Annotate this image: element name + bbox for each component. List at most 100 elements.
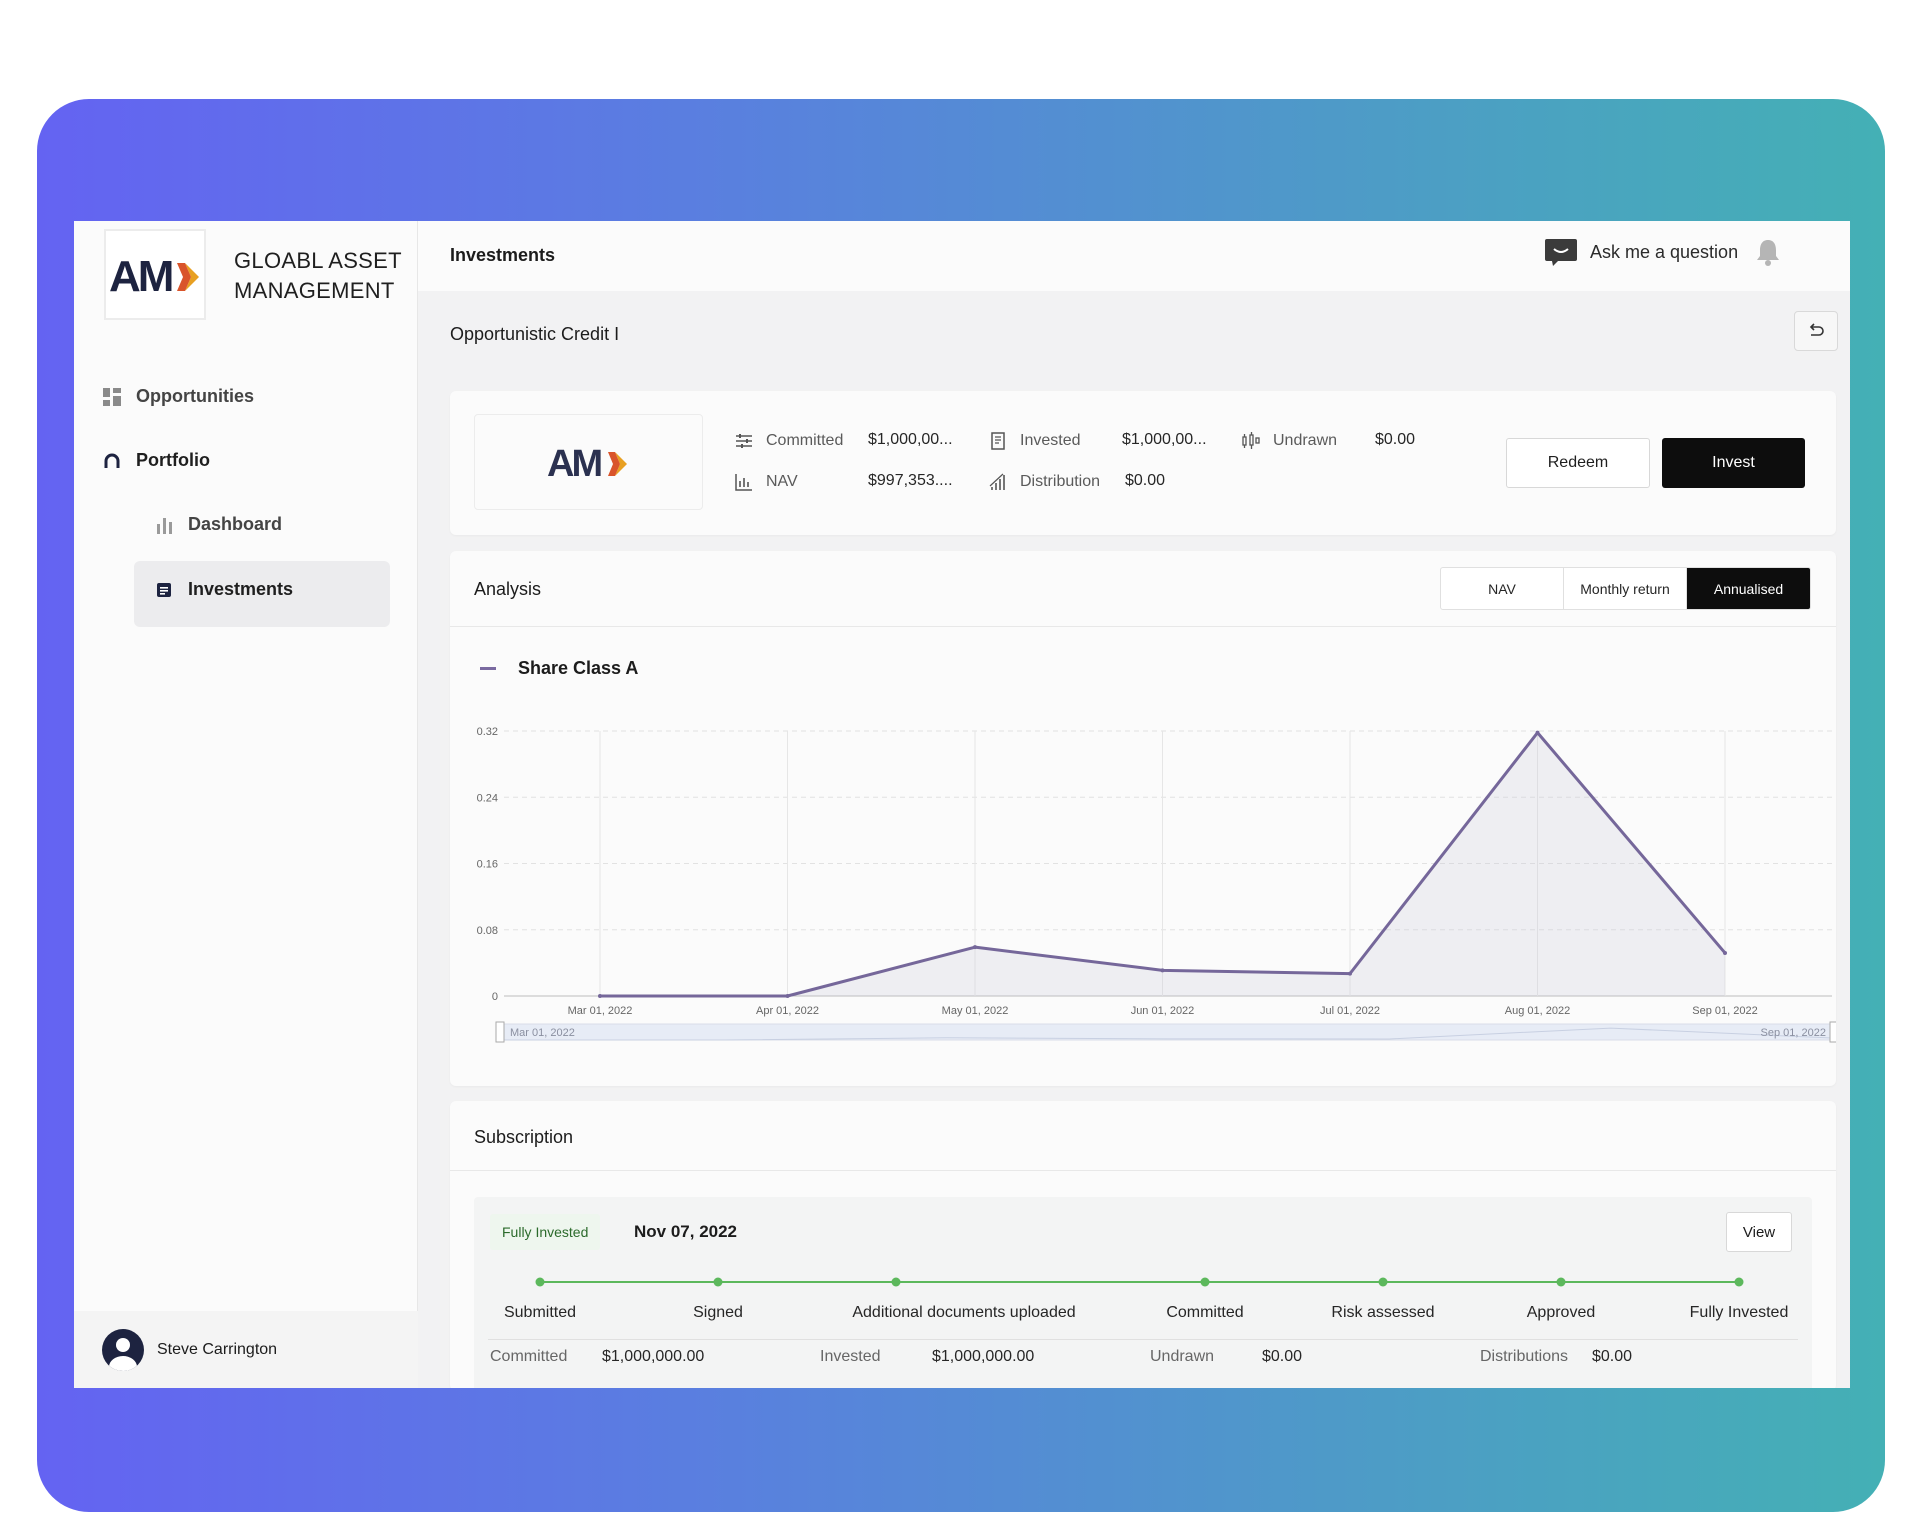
range-handle-left[interactable] [495, 1021, 505, 1043]
step-dot [1556, 1277, 1566, 1287]
range-handle-right[interactable] [1829, 1021, 1836, 1043]
subscription-title: Subscription [474, 1127, 574, 1147]
step-label: Additional documents uploaded [852, 1304, 1076, 1321]
tab-annualised[interactable]: Annualised [1687, 568, 1810, 609]
step-label: Fully Invested [1689, 1304, 1789, 1321]
data-point[interactable] [785, 994, 790, 998]
view-button[interactable]: View [1726, 1212, 1792, 1252]
document-icon [988, 431, 1008, 451]
summary-label: Distributions [1480, 1348, 1569, 1365]
step-dot [535, 1277, 545, 1287]
data-point[interactable] [1348, 971, 1352, 976]
x-tick-label: May 01, 2022 [942, 1005, 1009, 1017]
step-label: Signed [693, 1304, 743, 1321]
analysis-title: Analysis [474, 579, 542, 599]
user-profile[interactable]: Steve Carrington [74, 1311, 418, 1388]
y-tick-label: 0.32 [477, 726, 498, 738]
sliders-icon [734, 431, 754, 451]
progress-stepper [535, 1277, 1744, 1287]
x-tick-label: Jun 01, 2022 [1131, 1005, 1195, 1017]
step-dot [1734, 1277, 1744, 1287]
back-button[interactable] [1794, 311, 1838, 351]
active-nav-highlight [134, 561, 390, 627]
sidebar-item-investments[interactable]: Investments [154, 579, 293, 600]
x-tick-label: Apr 01, 2022 [756, 1005, 819, 1017]
bar-chart-icon [734, 472, 754, 492]
grid-icon [102, 387, 122, 407]
analysis-header: Analysis NAV Monthly return Annualised [450, 551, 1836, 627]
portfolio-icon [102, 451, 122, 471]
fund-logo: AM [474, 414, 703, 510]
ask-question-button[interactable]: Ask me a question [1544, 237, 1780, 267]
data-point[interactable] [598, 994, 602, 998]
step-dot [1378, 1277, 1388, 1287]
tab-monthly-return[interactable]: Monthly return [1564, 568, 1687, 609]
series-area [600, 732, 1725, 996]
divider [488, 1339, 1798, 1340]
stat-undrawn: Undrawn [1241, 431, 1337, 451]
step-label: Committed [1166, 1304, 1244, 1321]
subscription-entry: Fully Invested Nov 07, 2022 View Submitt… [474, 1197, 1812, 1388]
step-dot [713, 1277, 723, 1287]
status-badge: Fully Invested [490, 1214, 601, 1250]
sidebar-item-portfolio[interactable]: Portfolio [102, 450, 210, 471]
x-tick-label: Sep 01, 2022 [1692, 1005, 1757, 1017]
y-tick-label: 0.08 [477, 925, 498, 937]
fund-summary-card: AM Committed $1,000,00... Invested $1,00… [450, 391, 1836, 535]
app-window: AM GLOABL ASSET MANAGEMENT Opportunities… [74, 221, 1850, 1388]
stat-undrawn-value: $0.00 [1375, 431, 1416, 448]
summary-label: Invested [820, 1348, 881, 1365]
sidebar-item-dashboard[interactable]: Dashboard [154, 514, 282, 535]
sidebar-item-opportunities[interactable]: Opportunities [102, 386, 254, 407]
list-document-icon [154, 580, 174, 600]
subscription-card: Subscription Fully Invested Nov 07, 2022… [450, 1101, 1836, 1388]
y-tick-label: 0 [492, 991, 498, 1003]
step-label: Approved [1526, 1304, 1596, 1321]
x-tick-label: Aug 01, 2022 [1505, 1005, 1570, 1017]
redeem-button[interactable]: Redeem [1506, 438, 1650, 488]
invest-button[interactable]: Invest [1662, 438, 1805, 488]
range-slider-track[interactable] [499, 1023, 1833, 1041]
data-point[interactable] [973, 945, 977, 950]
stat-committed: Committed [734, 431, 843, 451]
summary-value: $1,000,000.00 [932, 1348, 1035, 1365]
svg-text:AM: AM [109, 252, 172, 299]
fund-title: Opportunistic Credit I [450, 324, 620, 344]
stat-distribution: Distribution [988, 472, 1100, 492]
y-tick-label: 0.24 [477, 792, 498, 804]
sidebar: AM GLOABL ASSET MANAGEMENT Opportunities… [74, 221, 418, 1388]
x-tick-label: Jul 01, 2022 [1320, 1005, 1380, 1017]
data-point[interactable] [1160, 968, 1165, 973]
brand-name: GLOABL ASSET MANAGEMENT [234, 248, 402, 303]
step-dot [1200, 1277, 1210, 1287]
summary-value: $1,000,000.00 [602, 1348, 705, 1365]
summary-label: Undrawn [1150, 1348, 1215, 1365]
bell-icon[interactable] [1756, 238, 1780, 266]
candlestick-icon [1241, 431, 1261, 451]
subscription-date: Nov 07, 2022 [634, 1222, 738, 1241]
bar-chart-icon [154, 515, 174, 535]
stat-nav: NAV [734, 472, 798, 492]
undo-arrow-icon [1807, 323, 1825, 339]
tab-nav[interactable]: NAV [1441, 568, 1564, 609]
range-start-label: Mar 01, 2022 [510, 1027, 575, 1039]
x-tick-label: Mar 01, 2022 [568, 1005, 633, 1017]
range-slider-preview [504, 1027, 1833, 1041]
legend-line-marker [480, 667, 496, 670]
chat-icon [1544, 237, 1578, 267]
data-point[interactable] [1723, 950, 1727, 955]
company-logo[interactable]: AM [104, 229, 206, 320]
summary-label: Committed [490, 1348, 568, 1365]
page-title: Investments [450, 245, 556, 265]
top-bar: Investments Ask me a question [418, 221, 1850, 291]
chart-legend[interactable]: Share Class A [480, 658, 638, 679]
stat-invested-value: $1,000,00... [1122, 431, 1207, 448]
step-dot [891, 1277, 901, 1287]
svg-text:AM: AM [547, 443, 601, 482]
step-label: Risk assessed [1331, 1304, 1435, 1321]
data-point[interactable] [1535, 730, 1540, 735]
summary-value: $0.00 [1592, 1348, 1633, 1365]
stat-committed-value: $1,000,00... [868, 431, 953, 448]
user-name: Steve Carrington [157, 1340, 278, 1358]
avatar [102, 1328, 144, 1371]
